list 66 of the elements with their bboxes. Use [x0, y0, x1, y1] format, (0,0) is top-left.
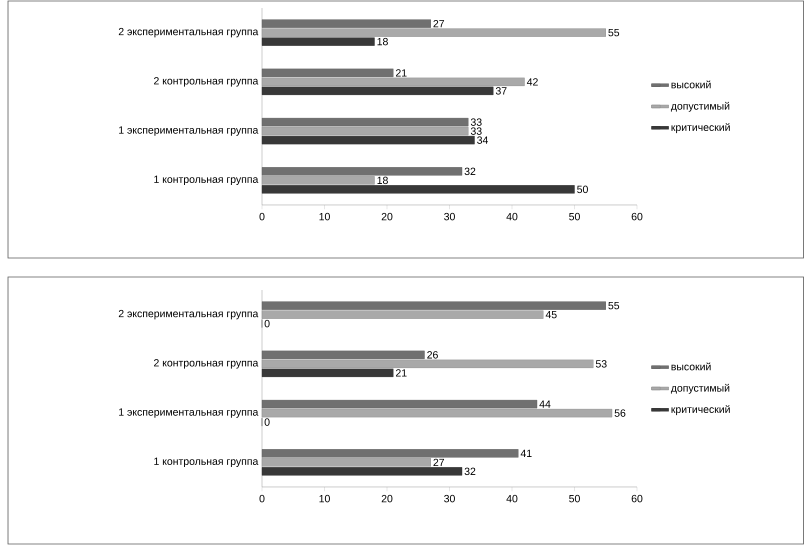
data-label: 41 — [520, 450, 532, 457]
y-tick-label: 1 контрольная группа — [154, 176, 258, 186]
bar — [262, 118, 468, 126]
data-label: 53 — [596, 360, 607, 368]
data-label: 42 — [526, 78, 538, 86]
x-tick-label: 30 — [444, 212, 455, 220]
data-label: 50 — [577, 186, 588, 194]
y-tick-label: 2 экспериментальная группа — [118, 28, 258, 38]
bar — [262, 350, 425, 360]
y-tick-label: 2 экспериментальная группа — [118, 310, 258, 320]
bar — [262, 185, 575, 194]
bar — [262, 400, 538, 408]
data-label: 0 — [264, 320, 270, 328]
data-label: 18 — [378, 176, 388, 184]
data-label: 27 — [433, 458, 444, 466]
x-tick-label: 40 — [506, 212, 518, 220]
data-label: 27 — [433, 20, 444, 28]
data-label: 56 — [614, 409, 626, 417]
x-tick-label: 50 — [569, 494, 580, 502]
bar — [262, 86, 494, 96]
y-tick-label: 2 контрольная группа — [154, 359, 258, 369]
data-label: 0 — [264, 418, 270, 426]
data-label: 32 — [464, 468, 476, 476]
y-tick-label: 1 контрольная группа — [154, 458, 258, 468]
data-label: 37 — [496, 87, 507, 95]
data-label: 33 — [470, 127, 482, 135]
legend-label: допустимый — [670, 102, 730, 112]
data-label: 26 — [427, 351, 438, 359]
y-tick-label: 1 экспериментальная группа — [119, 126, 258, 136]
legend-label: высокий — [672, 80, 711, 88]
bar — [262, 167, 462, 176]
x-tick-label: 0 — [260, 494, 265, 502]
bar — [262, 68, 394, 78]
data-label: 34 — [477, 136, 488, 144]
data-label: 55 — [608, 28, 620, 36]
x-tick-label: 60 — [632, 212, 642, 220]
bar — [262, 368, 394, 378]
bar — [262, 19, 431, 28]
bar — [262, 467, 462, 476]
legend-label: высокий — [672, 362, 711, 370]
x-tick-label: 20 — [382, 212, 392, 220]
data-label: 55 — [608, 302, 620, 310]
x-tick-label: 50 — [569, 212, 580, 220]
data-label: 45 — [546, 310, 557, 318]
x-tick-label: 20 — [382, 494, 392, 502]
bar — [262, 136, 475, 144]
data-label: 44 — [539, 400, 551, 408]
bar — [262, 37, 375, 46]
legend-label: критический — [672, 405, 730, 416]
x-tick-label: 60 — [632, 494, 642, 502]
data-label: 33 — [470, 118, 482, 126]
legend-label: критический — [672, 123, 730, 134]
data-label: 18 — [378, 38, 388, 46]
data-label: 32 — [464, 168, 476, 176]
bar — [262, 301, 606, 310]
x-tick-label: 40 — [506, 494, 518, 502]
data-label: 21 — [396, 69, 407, 77]
bar — [262, 449, 518, 458]
y-tick-label: 2 контрольная группа — [154, 77, 258, 87]
x-tick-label: 10 — [319, 494, 330, 502]
x-tick-label: 30 — [444, 494, 455, 502]
x-tick-label: 0 — [260, 212, 265, 220]
legend-label: допустимый — [670, 384, 730, 394]
x-tick-label: 10 — [319, 212, 330, 220]
data-label: 21 — [396, 369, 407, 377]
y-tick-label: 1 экспериментальная группа — [119, 408, 258, 418]
